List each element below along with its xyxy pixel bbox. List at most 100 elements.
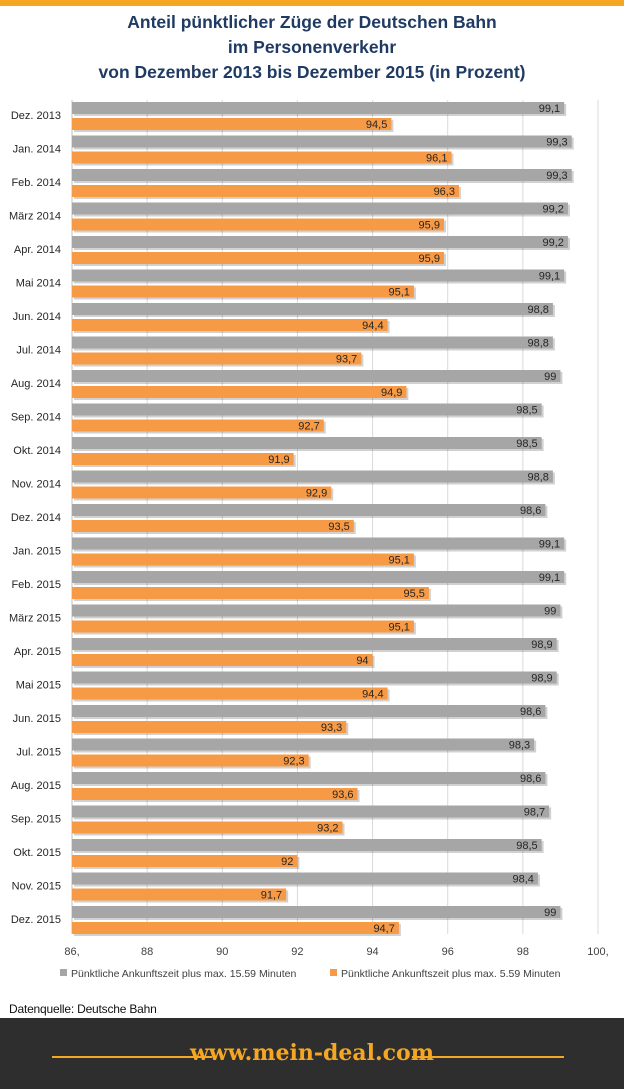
category-label: Jul. 2015 xyxy=(16,747,61,759)
bar xyxy=(72,486,332,499)
category-label: Sep. 2015 xyxy=(11,814,61,826)
category-label: Dez. 2015 xyxy=(11,914,61,926)
data-label: 94,4 xyxy=(362,689,383,701)
data-label: 98,5 xyxy=(516,438,537,450)
category-label: Apr. 2014 xyxy=(14,244,61,256)
bar xyxy=(72,352,362,365)
data-label: 98,5 xyxy=(516,405,537,417)
bar xyxy=(72,671,557,684)
bar xyxy=(72,654,373,666)
bar xyxy=(72,252,444,264)
x-tick-label: 100, xyxy=(587,946,608,958)
category-label: Jan. 2014 xyxy=(13,144,61,156)
data-label: 96,3 xyxy=(434,186,455,198)
bar-chart: 86, 88 90 92 94 96 98 100, Dez. 2013 99,1 94,5 Jan.… xyxy=(9,100,609,980)
category-label: Jun. 2014 xyxy=(13,311,61,323)
legend-label: Pünktliche Ankunftszeit plus max. 5.59 M… xyxy=(341,968,561,980)
data-label: 99,1 xyxy=(539,539,560,551)
category-label: Nov. 2015 xyxy=(12,881,61,893)
bar xyxy=(72,687,388,700)
data-label: 93,5 xyxy=(328,521,349,533)
data-label: 92,9 xyxy=(306,488,327,500)
bar xyxy=(72,504,546,516)
bar xyxy=(72,437,542,449)
data-label: 99,3 xyxy=(546,170,567,182)
data-label: 98,4 xyxy=(512,874,533,886)
bar xyxy=(72,839,542,851)
category-label: Mai 2015 xyxy=(16,680,61,692)
bar xyxy=(72,553,414,566)
category-label: Okt. 2014 xyxy=(13,445,61,457)
data-label: 93,6 xyxy=(332,789,353,801)
bar xyxy=(72,386,407,398)
category-label: Nov. 2014 xyxy=(12,479,61,491)
bar xyxy=(72,135,572,148)
footer-line-right xyxy=(412,1056,564,1058)
data-label: 92,7 xyxy=(298,421,319,433)
bar xyxy=(72,587,429,599)
bar xyxy=(72,269,565,282)
data-label: 98,3 xyxy=(509,740,530,752)
top-accent-stripe xyxy=(0,0,624,6)
category-label: März 2014 xyxy=(9,211,61,223)
category-label: März 2015 xyxy=(9,613,61,625)
category-label: Jul. 2014 xyxy=(16,345,61,357)
bar xyxy=(72,303,553,315)
data-label: 99,2 xyxy=(543,204,564,216)
category-label: Apr. 2015 xyxy=(14,646,61,658)
data-label: 94,4 xyxy=(362,320,383,332)
x-tick-label: 94 xyxy=(366,946,378,958)
bar xyxy=(72,855,298,867)
x-tick-label: 86, xyxy=(64,946,79,958)
data-label: 98,9 xyxy=(531,673,552,685)
bar xyxy=(72,805,550,818)
legend-swatch xyxy=(60,969,67,976)
data-label: 95,9 xyxy=(419,253,440,265)
data-label: 99,1 xyxy=(539,271,560,283)
data-label: 92,3 xyxy=(283,756,304,768)
bar xyxy=(72,772,546,784)
bar xyxy=(72,788,358,800)
data-label: 99,1 xyxy=(539,103,560,115)
bar xyxy=(72,754,309,767)
data-label: 94,9 xyxy=(381,387,402,399)
x-tick-label: 88 xyxy=(141,946,153,958)
chart-title: Anteil pünktlicher Züge der Deutschen Ba… xyxy=(0,10,624,85)
data-label: 99 xyxy=(544,606,556,618)
bar xyxy=(72,922,399,934)
category-label: Feb. 2014 xyxy=(11,177,61,189)
bar xyxy=(72,906,561,918)
footer-brand[interactable]: www.mein-deal.com xyxy=(189,1040,435,1066)
data-label: 99 xyxy=(544,371,556,383)
x-tick-label: 92 xyxy=(291,946,303,958)
legend-label: Pünktliche Ankunftszeit plus max. 15.59 … xyxy=(71,968,296,980)
data-label: 99,3 xyxy=(546,137,567,149)
data-label: 98,6 xyxy=(520,706,541,718)
chart-title-line-1: Anteil pünktlicher Züge der Deutschen Ba… xyxy=(127,12,497,32)
category-label: Feb. 2015 xyxy=(11,579,61,591)
data-label: 94 xyxy=(356,655,368,667)
bar xyxy=(72,202,568,215)
category-label: Sep. 2014 xyxy=(11,412,61,424)
data-label: 94,5 xyxy=(366,119,387,131)
data-label: 92 xyxy=(281,856,293,868)
data-label: 99 xyxy=(544,907,556,919)
data-label: 98,8 xyxy=(527,338,548,350)
data-label: 93,7 xyxy=(336,354,357,366)
data-label: 98,9 xyxy=(531,639,552,651)
bar xyxy=(72,470,553,483)
data-label: 98,7 xyxy=(524,807,545,819)
bar xyxy=(72,236,568,248)
bar xyxy=(72,403,542,416)
footer-banner: www.mein-deal.com xyxy=(0,1018,624,1089)
bar xyxy=(72,537,565,550)
bar xyxy=(72,872,538,885)
data-label: 93,2 xyxy=(317,823,338,835)
category-label: Jan. 2015 xyxy=(13,546,61,558)
chart-title-line-2: im Personenverkehr xyxy=(227,37,397,57)
category-label: Aug. 2015 xyxy=(11,780,61,792)
data-source: Datenquelle: Deutsche Bahn xyxy=(9,1002,157,1016)
bar xyxy=(72,888,287,901)
bar xyxy=(72,821,343,834)
data-label: 99,1 xyxy=(539,572,560,584)
